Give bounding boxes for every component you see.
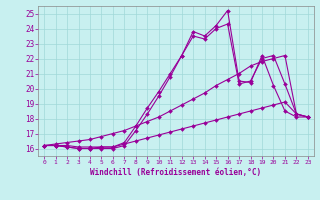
X-axis label: Windchill (Refroidissement éolien,°C): Windchill (Refroidissement éolien,°C) (91, 168, 261, 177)
